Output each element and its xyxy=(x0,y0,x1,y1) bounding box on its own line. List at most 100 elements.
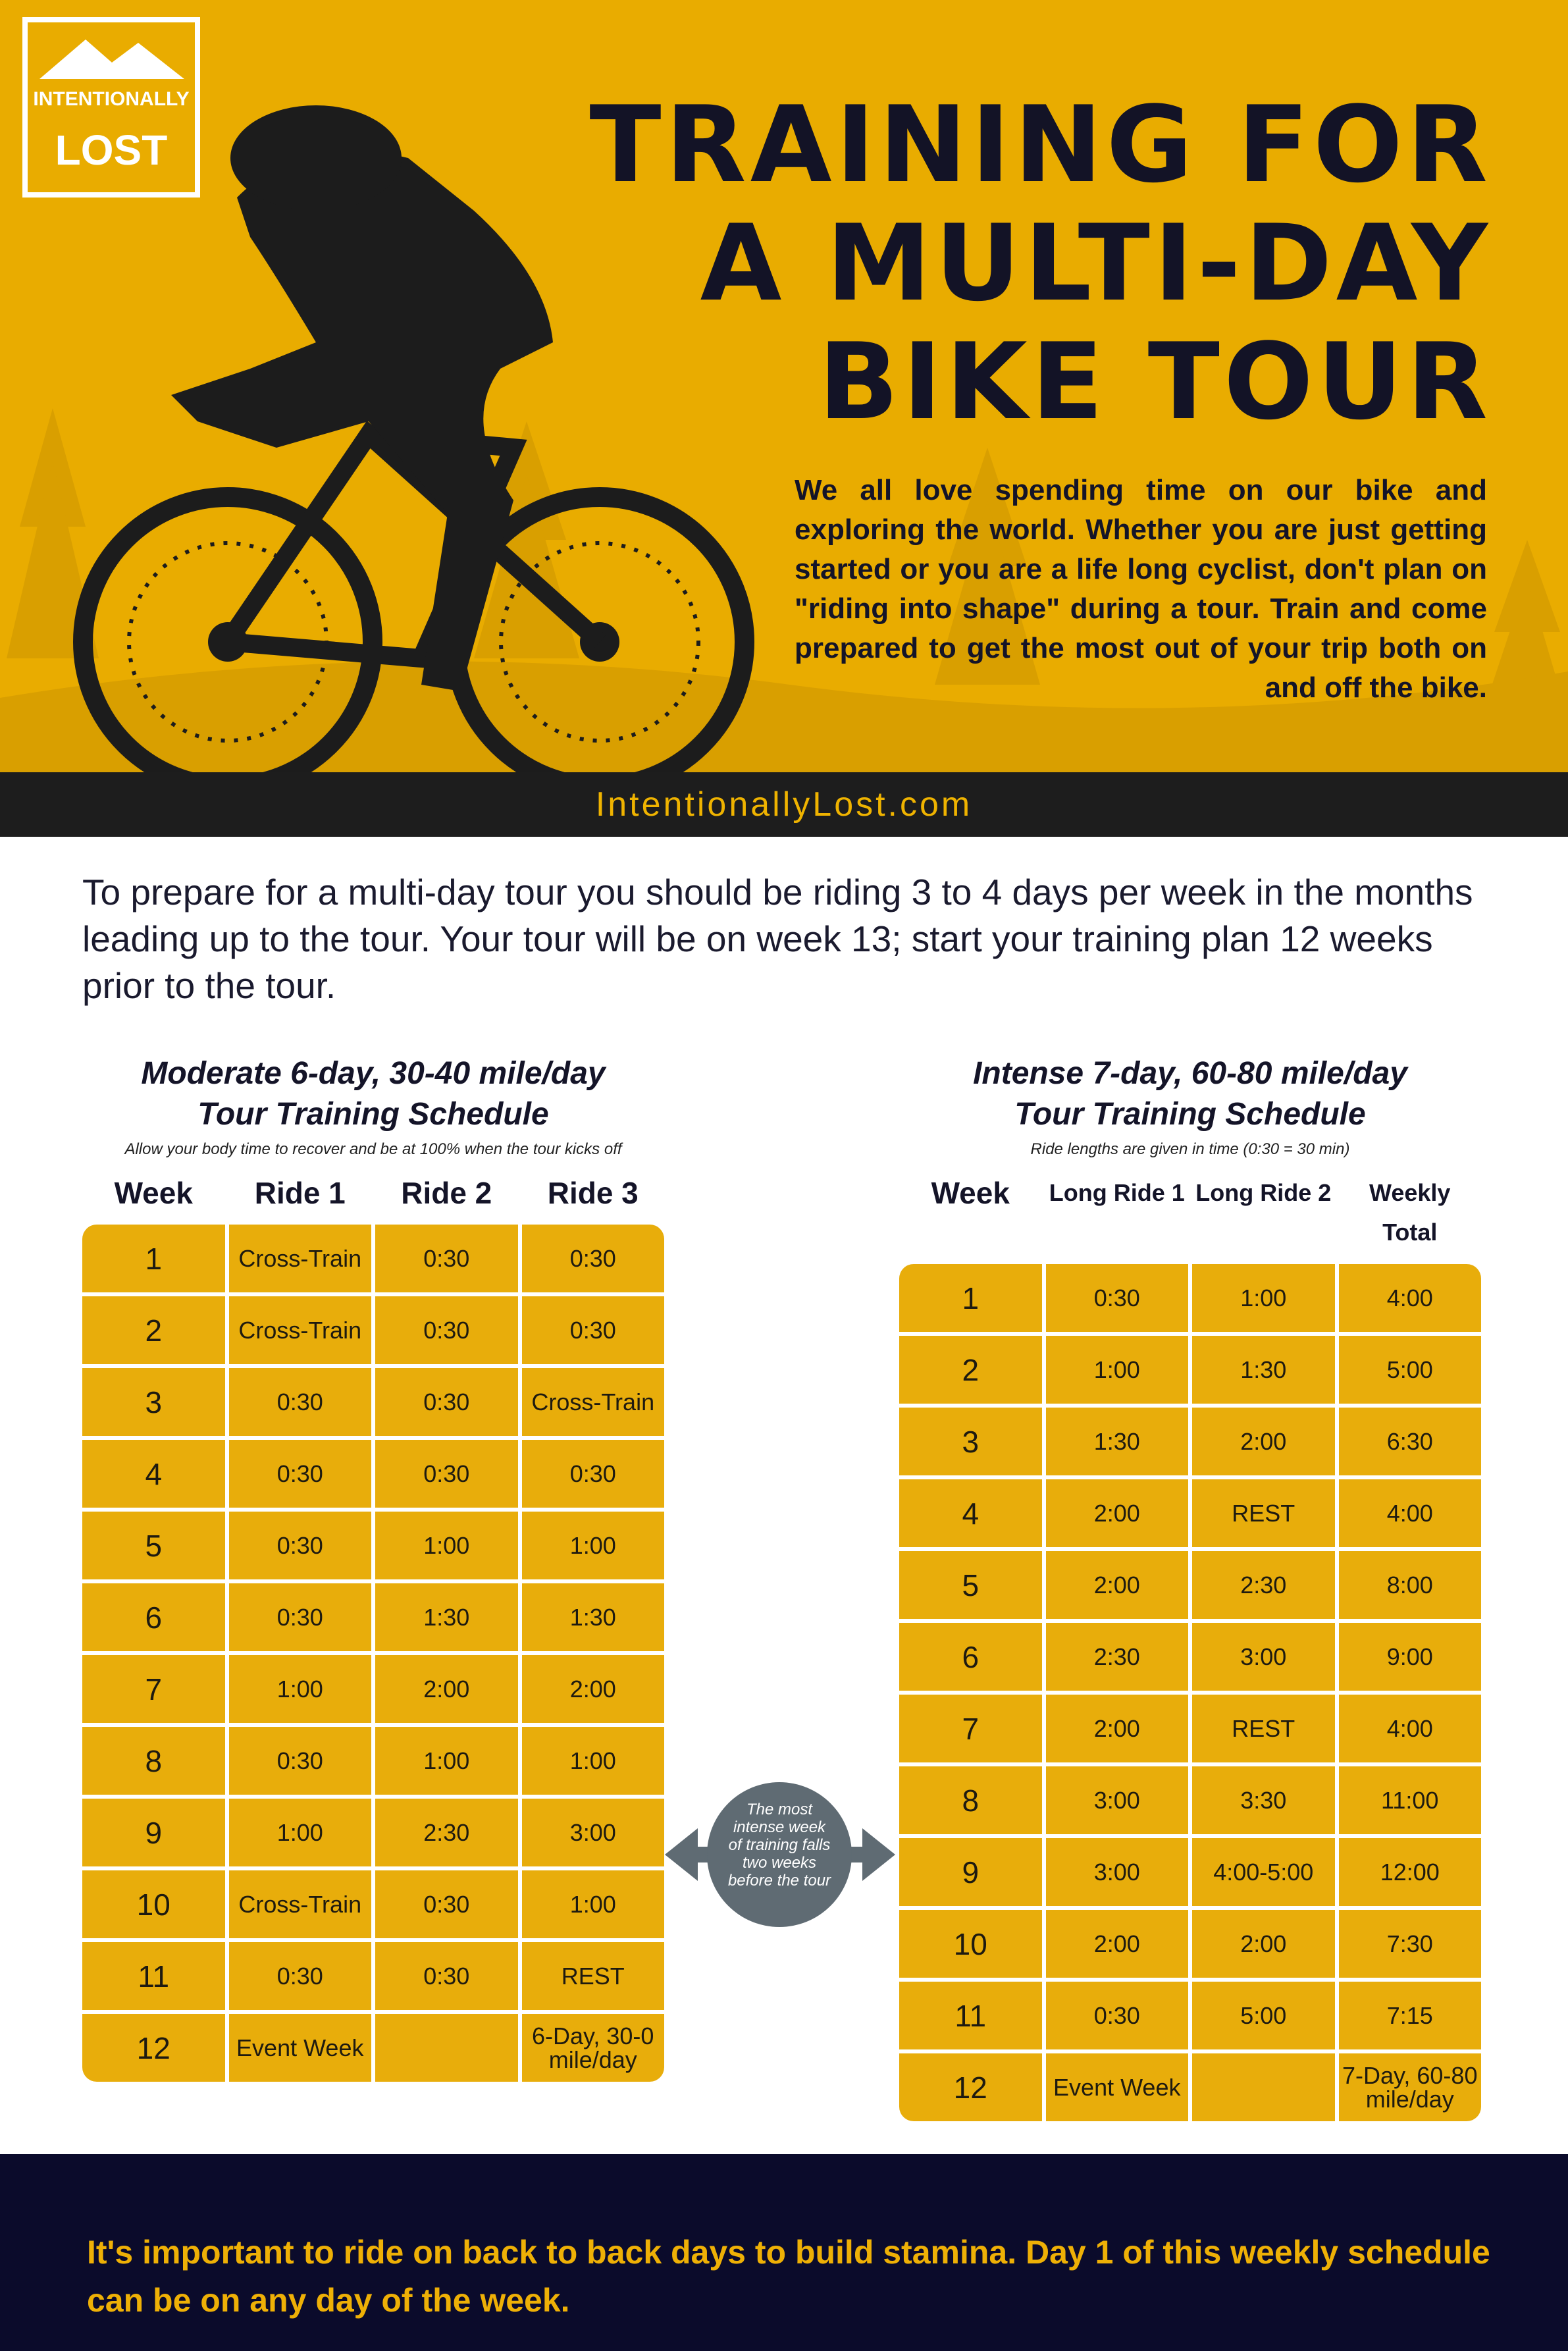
logo xyxy=(22,17,200,198)
time-cell: 2:00 xyxy=(1192,1408,1335,1475)
week-cell: 3 xyxy=(82,1368,225,1436)
lead: To prepare for a multi-day tour you shou… xyxy=(82,872,1473,1006)
week-cell: 5 xyxy=(899,1551,1042,1619)
week-cell: 7 xyxy=(82,1655,225,1723)
time-cell: 2:00 xyxy=(1045,1695,1188,1762)
time-cell: 0:30 xyxy=(375,1296,518,1364)
week-cell: 6 xyxy=(82,1583,225,1651)
site-link[interactable]: IntentionallyLost.com xyxy=(595,785,973,824)
time-cell: Cross-Train xyxy=(228,1870,371,1938)
time-cell: 0:30 xyxy=(375,1942,518,2010)
time-cell: 0:30 xyxy=(375,1440,518,1508)
week-cell: 6 xyxy=(899,1623,1042,1691)
callout-text: The most intense week of training falls … xyxy=(727,1801,831,1889)
time-cell: REST xyxy=(521,1942,664,2010)
week-cell: 9 xyxy=(899,1838,1042,1906)
time-cell: 1:00 xyxy=(521,1727,664,1795)
column-header: Week xyxy=(114,1176,193,1210)
time-cell: 12:00 xyxy=(1338,1838,1481,1906)
time-cell: 0:30 xyxy=(1045,1982,1188,2049)
column-header: Weekly Total xyxy=(1369,1179,1451,1246)
time-cell: 4:00 xyxy=(1338,1264,1481,1332)
time-cell: 4:00 xyxy=(1338,1695,1481,1762)
table-header: Week Ride 1 Ride 2 Ride 3 xyxy=(82,1173,664,1213)
week-cell: 7 xyxy=(899,1695,1042,1762)
title-line: A MULTI-DAY xyxy=(700,201,1492,325)
time-cell: 3:00 xyxy=(1192,1623,1335,1691)
footer xyxy=(0,2154,1568,2351)
time-cell: 0:30 xyxy=(228,1368,371,1436)
time-cell: 3:30 xyxy=(1192,1766,1335,1834)
table-title: Tour Training Schedule xyxy=(197,1097,549,1132)
week-cell: 1 xyxy=(82,1225,225,1292)
footer-text: It's important to ride on back to back d… xyxy=(87,2234,1490,2319)
time-cell: 7-Day, 60-80 mile/day xyxy=(1338,2053,1481,2121)
time-cell: 4:00-5:00 xyxy=(1192,1838,1335,1906)
time-cell: 1:30 xyxy=(1045,1408,1188,1475)
table-note: Allow your body time to recover and be a… xyxy=(124,1140,622,1158)
table-title: Intense 7-day, 60-80 mile/day xyxy=(973,1056,1407,1091)
week-cell: 8 xyxy=(899,1766,1042,1834)
logo-text: LOST xyxy=(55,126,168,174)
time-cell: 0:30 xyxy=(375,1870,518,1938)
time-cell: 2:30 xyxy=(1045,1623,1188,1691)
time-cell: Event Week xyxy=(1045,2053,1188,2121)
title-line: TRAINING FOR xyxy=(589,83,1492,206)
column-header: Ride 3 xyxy=(547,1176,639,1210)
table-title: Tour Training Schedule xyxy=(1014,1097,1366,1132)
time-cell: 3:00 xyxy=(1045,1838,1188,1906)
time-cell: 1:30 xyxy=(521,1583,664,1651)
column-header: Long Ride 1 xyxy=(1049,1179,1185,1206)
week-cell: 8 xyxy=(82,1727,225,1795)
callout xyxy=(665,1782,895,1927)
logo-text: INTENTIONALLY xyxy=(33,88,189,110)
time-cell: 11:00 xyxy=(1338,1766,1481,1834)
time-cell: 1:00 xyxy=(375,1727,518,1795)
week-cell: 11 xyxy=(82,1942,225,2010)
time-cell: 1:30 xyxy=(1192,1336,1335,1404)
week-cell: 9 xyxy=(82,1799,225,1866)
time-cell xyxy=(1192,2053,1335,2121)
schedule: Moderate 6-day, 30-40 mile/day Tour Train… xyxy=(82,1053,664,2082)
time-cell: 5:00 xyxy=(1192,1982,1335,2049)
time-cell: Cross-Train xyxy=(521,1368,664,1436)
table-header: Week Long Ride 1 Long Ride 2 Weekly Total xyxy=(899,1173,1481,1252)
time-cell: 6:30 xyxy=(1338,1408,1481,1475)
table-body: 1 Cross-Train 0:30 0:30 2 Cross-Train 0:30 0:30… xyxy=(82,1225,664,2082)
time-cell: 2:30 xyxy=(1192,1551,1335,1619)
column-header: Long Ride 2 xyxy=(1195,1179,1332,1206)
time-cell: 1:00 xyxy=(1192,1264,1335,1332)
time-cell: 0:30 xyxy=(228,1583,371,1651)
time-cell: 6-Day, 30-0 mile/day xyxy=(521,2014,664,2082)
time-cell: 9:00 xyxy=(1338,1623,1481,1691)
time-cell: REST xyxy=(1192,1479,1335,1547)
time-cell: 7:15 xyxy=(1338,1982,1481,2049)
time-cell: 1:00 xyxy=(375,1512,518,1579)
cyclist xyxy=(73,105,754,772)
time-cell: 1:00 xyxy=(228,1655,371,1723)
time-cell: 0:30 xyxy=(1045,1264,1188,1332)
column-header: Ride 2 xyxy=(401,1176,492,1210)
time-cell: 0:30 xyxy=(228,1440,371,1508)
week-cell: 12 xyxy=(899,2053,1042,2121)
time-cell: 2:30 xyxy=(375,1799,518,1866)
site-band: IntentionallyLost.com xyxy=(0,772,1568,837)
time-cell xyxy=(375,2014,518,2082)
time-cell: 2:00 xyxy=(375,1655,518,1723)
table-body: 1 0:30 1:00 4:00 2 1:00 1:30 5:00 3 1:30 2:00 6:30 4… xyxy=(899,1264,1481,2121)
time-cell: 0:30 xyxy=(375,1368,518,1436)
hero: INTENTIONALLY LOST TRAINING FOR A MULTI-… xyxy=(0,0,1568,772)
time-cell: Cross-Train xyxy=(228,1225,371,1292)
schedule: Intense 7-day, 60-80 mile/day Tour Traini… xyxy=(899,1053,1481,2121)
time-cell: 1:00 xyxy=(521,1870,664,1938)
week-cell: 5 xyxy=(82,1512,225,1579)
week-cell: 1 xyxy=(899,1264,1042,1332)
time-cell: 1:00 xyxy=(1045,1336,1188,1404)
time-cell: 8:00 xyxy=(1338,1551,1481,1619)
week-cell: 2 xyxy=(899,1336,1042,1404)
time-cell: 2:00 xyxy=(1045,1551,1188,1619)
time-cell: 0:30 xyxy=(228,1512,371,1579)
intro: We all love spending time on our bike an… xyxy=(795,474,1487,704)
week-cell: 10 xyxy=(82,1870,225,1938)
